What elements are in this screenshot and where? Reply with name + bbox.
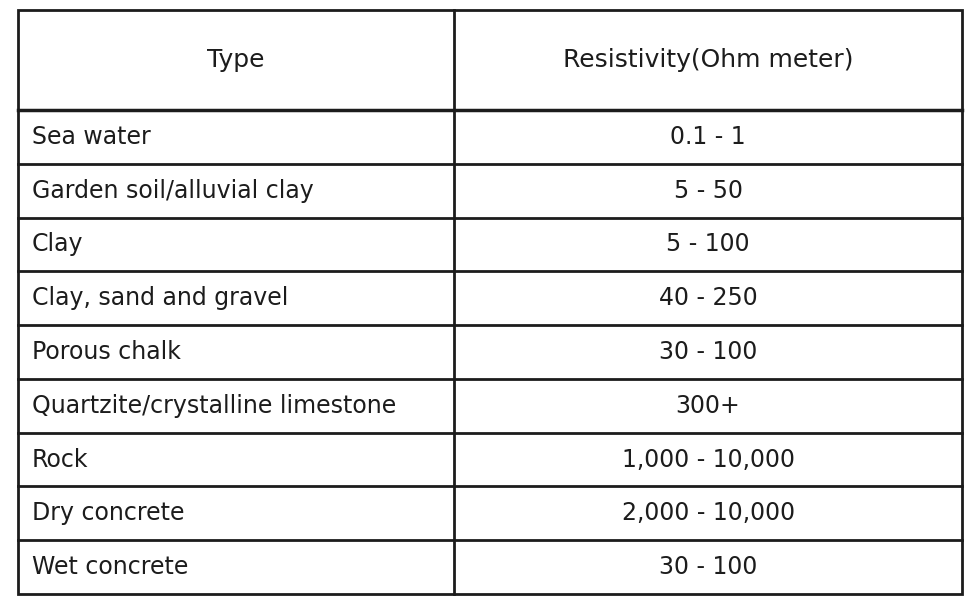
Text: Wet concrete: Wet concrete — [32, 555, 188, 579]
Text: 30 - 100: 30 - 100 — [659, 555, 758, 579]
Text: 40 - 250: 40 - 250 — [659, 286, 758, 310]
Text: 1,000 - 10,000: 1,000 - 10,000 — [621, 448, 795, 472]
Text: 300+: 300+ — [675, 394, 741, 418]
Text: 2,000 - 10,000: 2,000 - 10,000 — [621, 501, 795, 525]
Text: Type: Type — [208, 48, 265, 72]
Text: 0.1 - 1: 0.1 - 1 — [670, 125, 746, 149]
Text: Resistivity(Ohm meter): Resistivity(Ohm meter) — [563, 48, 854, 72]
Text: Clay, sand and gravel: Clay, sand and gravel — [32, 286, 288, 310]
Text: Sea water: Sea water — [32, 125, 151, 149]
Text: Dry concrete: Dry concrete — [32, 501, 184, 525]
Text: Garden soil/alluvial clay: Garden soil/alluvial clay — [32, 179, 314, 203]
Text: Porous chalk: Porous chalk — [32, 340, 181, 364]
Text: Rock: Rock — [32, 448, 88, 472]
Text: 30 - 100: 30 - 100 — [659, 340, 758, 364]
Text: 5 - 100: 5 - 100 — [666, 233, 750, 257]
Text: Quartzite/crystalline limestone: Quartzite/crystalline limestone — [32, 394, 396, 418]
Text: Clay: Clay — [32, 233, 83, 257]
Text: 5 - 50: 5 - 50 — [673, 179, 743, 203]
